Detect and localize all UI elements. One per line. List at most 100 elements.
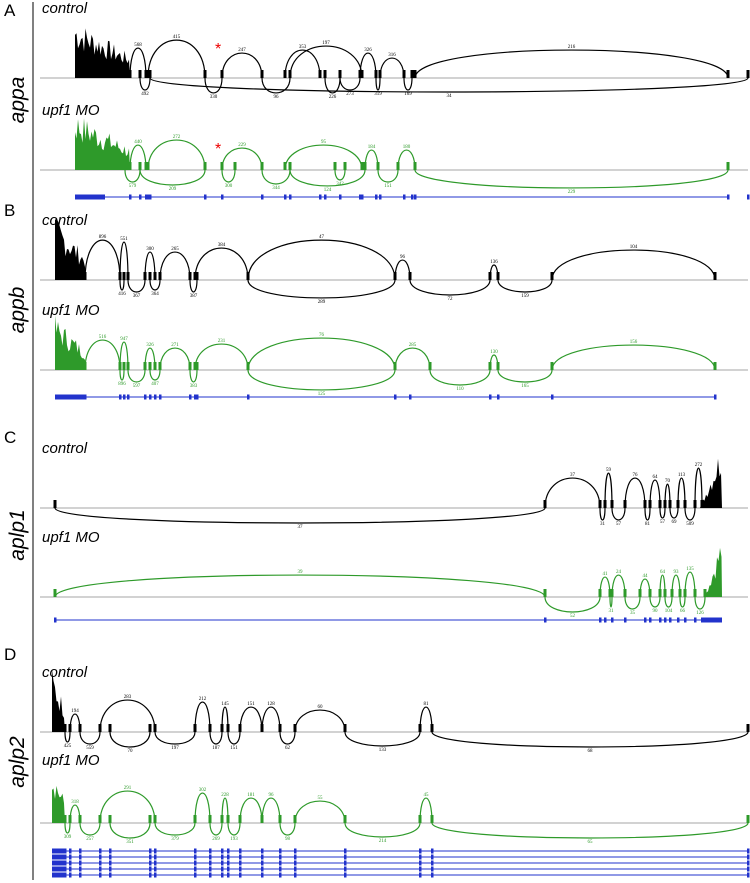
- exon-coverage: [430, 815, 434, 823]
- gene-name: aplp1: [6, 509, 29, 560]
- exon-coverage: [678, 589, 682, 597]
- gene-exon: [261, 860, 264, 866]
- gene-exon: [409, 394, 412, 400]
- junction-arc: [379, 57, 405, 79]
- junction-count: 416: [118, 292, 126, 297]
- exon-coverage: [726, 70, 730, 78]
- junction-count: 180: [403, 145, 411, 150]
- junction-count: 271: [171, 343, 179, 348]
- junction-arc: [611, 574, 626, 598]
- junction-arc: [221, 797, 229, 824]
- gene-exon: [52, 872, 66, 878]
- junction-count: 516: [99, 335, 107, 340]
- exon-coverage: [610, 500, 614, 508]
- exon-coverage: [143, 362, 147, 370]
- exon-coverage: [122, 362, 126, 370]
- junction-arc: [604, 472, 613, 509]
- junction-count: 568: [134, 43, 142, 48]
- exon-coverage: [550, 362, 554, 370]
- junction-count: 326: [146, 343, 154, 348]
- gene-exon: [119, 394, 122, 400]
- junction-arc: [261, 797, 281, 824]
- gene-name: aplp2: [6, 736, 29, 788]
- junction-arc: [239, 797, 263, 824]
- junction-arc: [139, 77, 151, 91]
- gene-exon: [414, 194, 417, 200]
- exon-coverage: [393, 272, 397, 280]
- junction-arc: [261, 169, 291, 185]
- junction-count: 272: [695, 463, 703, 468]
- gene-exon: [79, 854, 82, 860]
- exon-coverage: [153, 815, 157, 823]
- junction-count: 197: [322, 41, 330, 46]
- exon-coverage: [428, 362, 432, 370]
- exon-coverage: [363, 162, 367, 170]
- junction-count: 98: [285, 837, 291, 842]
- junction-arc: [403, 77, 413, 91]
- junction-count: 351: [126, 840, 134, 845]
- coverage: [705, 547, 722, 597]
- junction-count: 125: [318, 392, 326, 397]
- exon-coverage: [63, 724, 67, 732]
- junction-arc: [414, 49, 729, 79]
- gene-exon: [159, 394, 162, 400]
- junction-count: 65: [588, 840, 594, 845]
- gene-exon: [209, 854, 212, 860]
- gene-exon: [99, 872, 102, 878]
- junction-arc: [649, 479, 661, 509]
- junction-arc: [247, 337, 396, 371]
- junction-count: 62: [285, 746, 291, 751]
- junction-count: 330: [210, 95, 218, 100]
- gene-exon: [747, 194, 750, 200]
- junction-arc: [129, 144, 147, 171]
- exon-coverage: [663, 500, 667, 508]
- exon-coverage: [683, 500, 687, 508]
- gene-exon: [154, 872, 157, 878]
- junction-arc: [375, 77, 381, 91]
- junction-arc: [227, 822, 241, 836]
- asterisk: *: [215, 141, 221, 158]
- junction-arc: [694, 467, 703, 509]
- gene-exon: [64, 854, 67, 860]
- junction-count: 273: [346, 92, 354, 97]
- junction-count: 81: [424, 702, 430, 707]
- junction-count: 136: [490, 260, 498, 265]
- junction-arc: [599, 507, 606, 521]
- junction-count: 126: [696, 611, 704, 616]
- junction-arc: [551, 249, 716, 281]
- exon-coverage: [126, 362, 130, 370]
- junction-arc: [664, 596, 673, 608]
- junction-count: 55: [318, 796, 324, 801]
- gene-exon: [319, 194, 322, 200]
- junction-arc: [431, 731, 749, 748]
- junction-count: 216: [568, 45, 576, 50]
- junction-count: 151: [230, 746, 238, 751]
- junction-count: 70: [665, 479, 671, 484]
- junction-count: 326: [364, 48, 372, 53]
- gene-exon: [69, 872, 72, 878]
- exon-coverage: [396, 162, 400, 170]
- exon-coverage: [598, 589, 602, 597]
- gene-exon: [194, 394, 197, 400]
- junction-count: 96: [269, 793, 275, 798]
- exon-coverage: [98, 724, 102, 732]
- junction-count: 559: [86, 746, 94, 751]
- junction-arc: [551, 344, 716, 371]
- gene-exon: [221, 872, 224, 878]
- junction-count: 407: [151, 382, 159, 387]
- junction-arc: [84, 339, 121, 371]
- junction-count: 37: [298, 525, 304, 530]
- junction-arc: [147, 39, 206, 79]
- exon-coverage: [260, 70, 264, 78]
- track-label: control: [42, 0, 88, 17]
- junction-count: 68: [588, 749, 594, 754]
- junction-count: 896: [118, 382, 126, 387]
- gene-exon: [419, 866, 422, 872]
- coverage: [75, 118, 130, 170]
- junction-count: 130: [490, 350, 498, 355]
- junction-arc: [109, 731, 151, 748]
- junction-count: 133: [379, 748, 387, 753]
- gene-exon: [221, 854, 224, 860]
- exon-coverage: [693, 500, 697, 508]
